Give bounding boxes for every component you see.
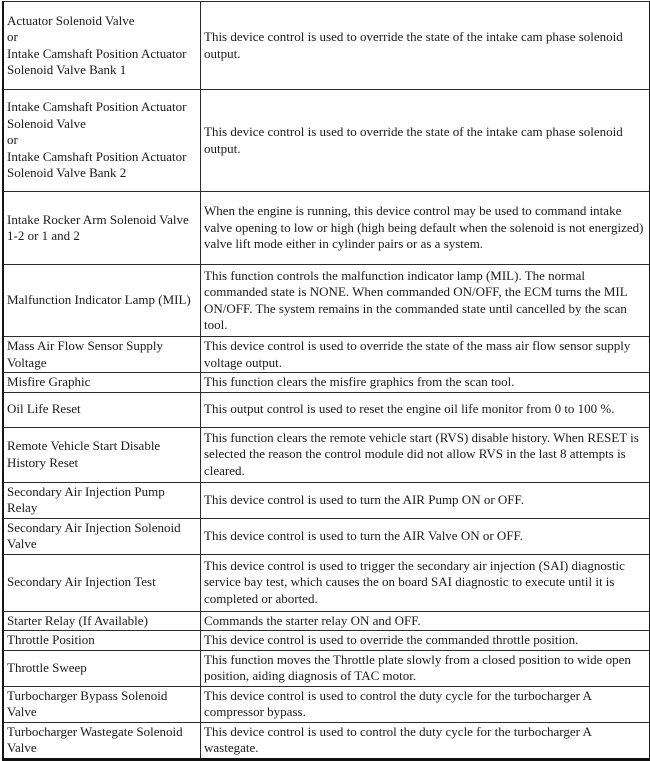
device-name-cell: Turbocharger Wastegate Solenoid Valve <box>3 722 201 759</box>
device-name-cell: Throttle Position <box>3 631 201 651</box>
device-description-cell: This device control is used to override … <box>201 631 650 651</box>
device-name-cell: Secondary Air Injection Solenoid Valve <box>3 518 201 554</box>
device-description-cell: This device control is used to override … <box>201 337 650 373</box>
device-description-cell: This device control is used to turn the … <box>201 482 650 518</box>
device-name-cell: Oil Life Reset <box>3 392 201 427</box>
table-row: Actuator Solenoid Valve or Intake Camsha… <box>3 2 650 90</box>
device-description-cell: Commands the starter relay ON and OFF. <box>201 611 650 631</box>
device-name-cell: Remote Vehicle Start Disable History Res… <box>3 427 201 482</box>
device-description-cell: This device control is used to override … <box>201 2 650 90</box>
device-name-cell: Throttle Sweep <box>3 650 201 686</box>
device-description-cell: This device control is used to override … <box>201 90 650 192</box>
device-name-cell: Mass Air Flow Sensor Supply Voltage <box>3 337 201 373</box>
device-name-cell: Actuator Solenoid Valve or Intake Camsha… <box>3 2 201 90</box>
table-row: Intake Camshaft Position Actuator Soleno… <box>3 90 650 192</box>
device-description-cell: This device control is used to trigger t… <box>201 554 650 611</box>
device-description-cell: This function moves the Throttle plate s… <box>201 650 650 686</box>
device-name-cell: Turbocharger Bypass Solenoid Valve <box>3 686 201 722</box>
device-name-cell: Intake Rocker Arm Solenoid Valve 1-2 or … <box>3 192 201 265</box>
table-row: Intake Rocker Arm Solenoid Valve 1-2 or … <box>3 192 650 265</box>
device-description-cell: This output control is used to reset the… <box>201 392 650 427</box>
device-control-table-body: Actuator Solenoid Valve or Intake Camsha… <box>3 2 650 760</box>
table-row: Starter Relay (If Available)Commands the… <box>3 611 650 631</box>
device-description-cell: This device control is used to control t… <box>201 686 650 722</box>
device-description-cell: This device control is used to turn the … <box>201 518 650 554</box>
device-name-cell: Malfunction Indicator Lamp (MIL) <box>3 265 201 337</box>
device-name-cell: Intake Camshaft Position Actuator Soleno… <box>3 90 201 192</box>
device-description-cell: This function clears the misfire graphic… <box>201 373 650 393</box>
table-row: Malfunction Indicator Lamp (MIL)This fun… <box>3 265 650 337</box>
table-row: Remote Vehicle Start Disable History Res… <box>3 427 650 482</box>
device-name-cell: Secondary Air Injection Pump Relay <box>3 482 201 518</box>
device-description-cell: This device control is used to control t… <box>201 722 650 759</box>
device-name-cell: Secondary Air Injection Test <box>3 554 201 611</box>
device-name-cell: Misfire Graphic <box>3 373 201 393</box>
device-description-cell: This function clears the remote vehicle … <box>201 427 650 482</box>
device-description-cell: When the engine is running, this device … <box>201 192 650 265</box>
device-name-cell: Starter Relay (If Available) <box>3 611 201 631</box>
device-description-cell: This function controls the malfunction i… <box>201 265 650 337</box>
